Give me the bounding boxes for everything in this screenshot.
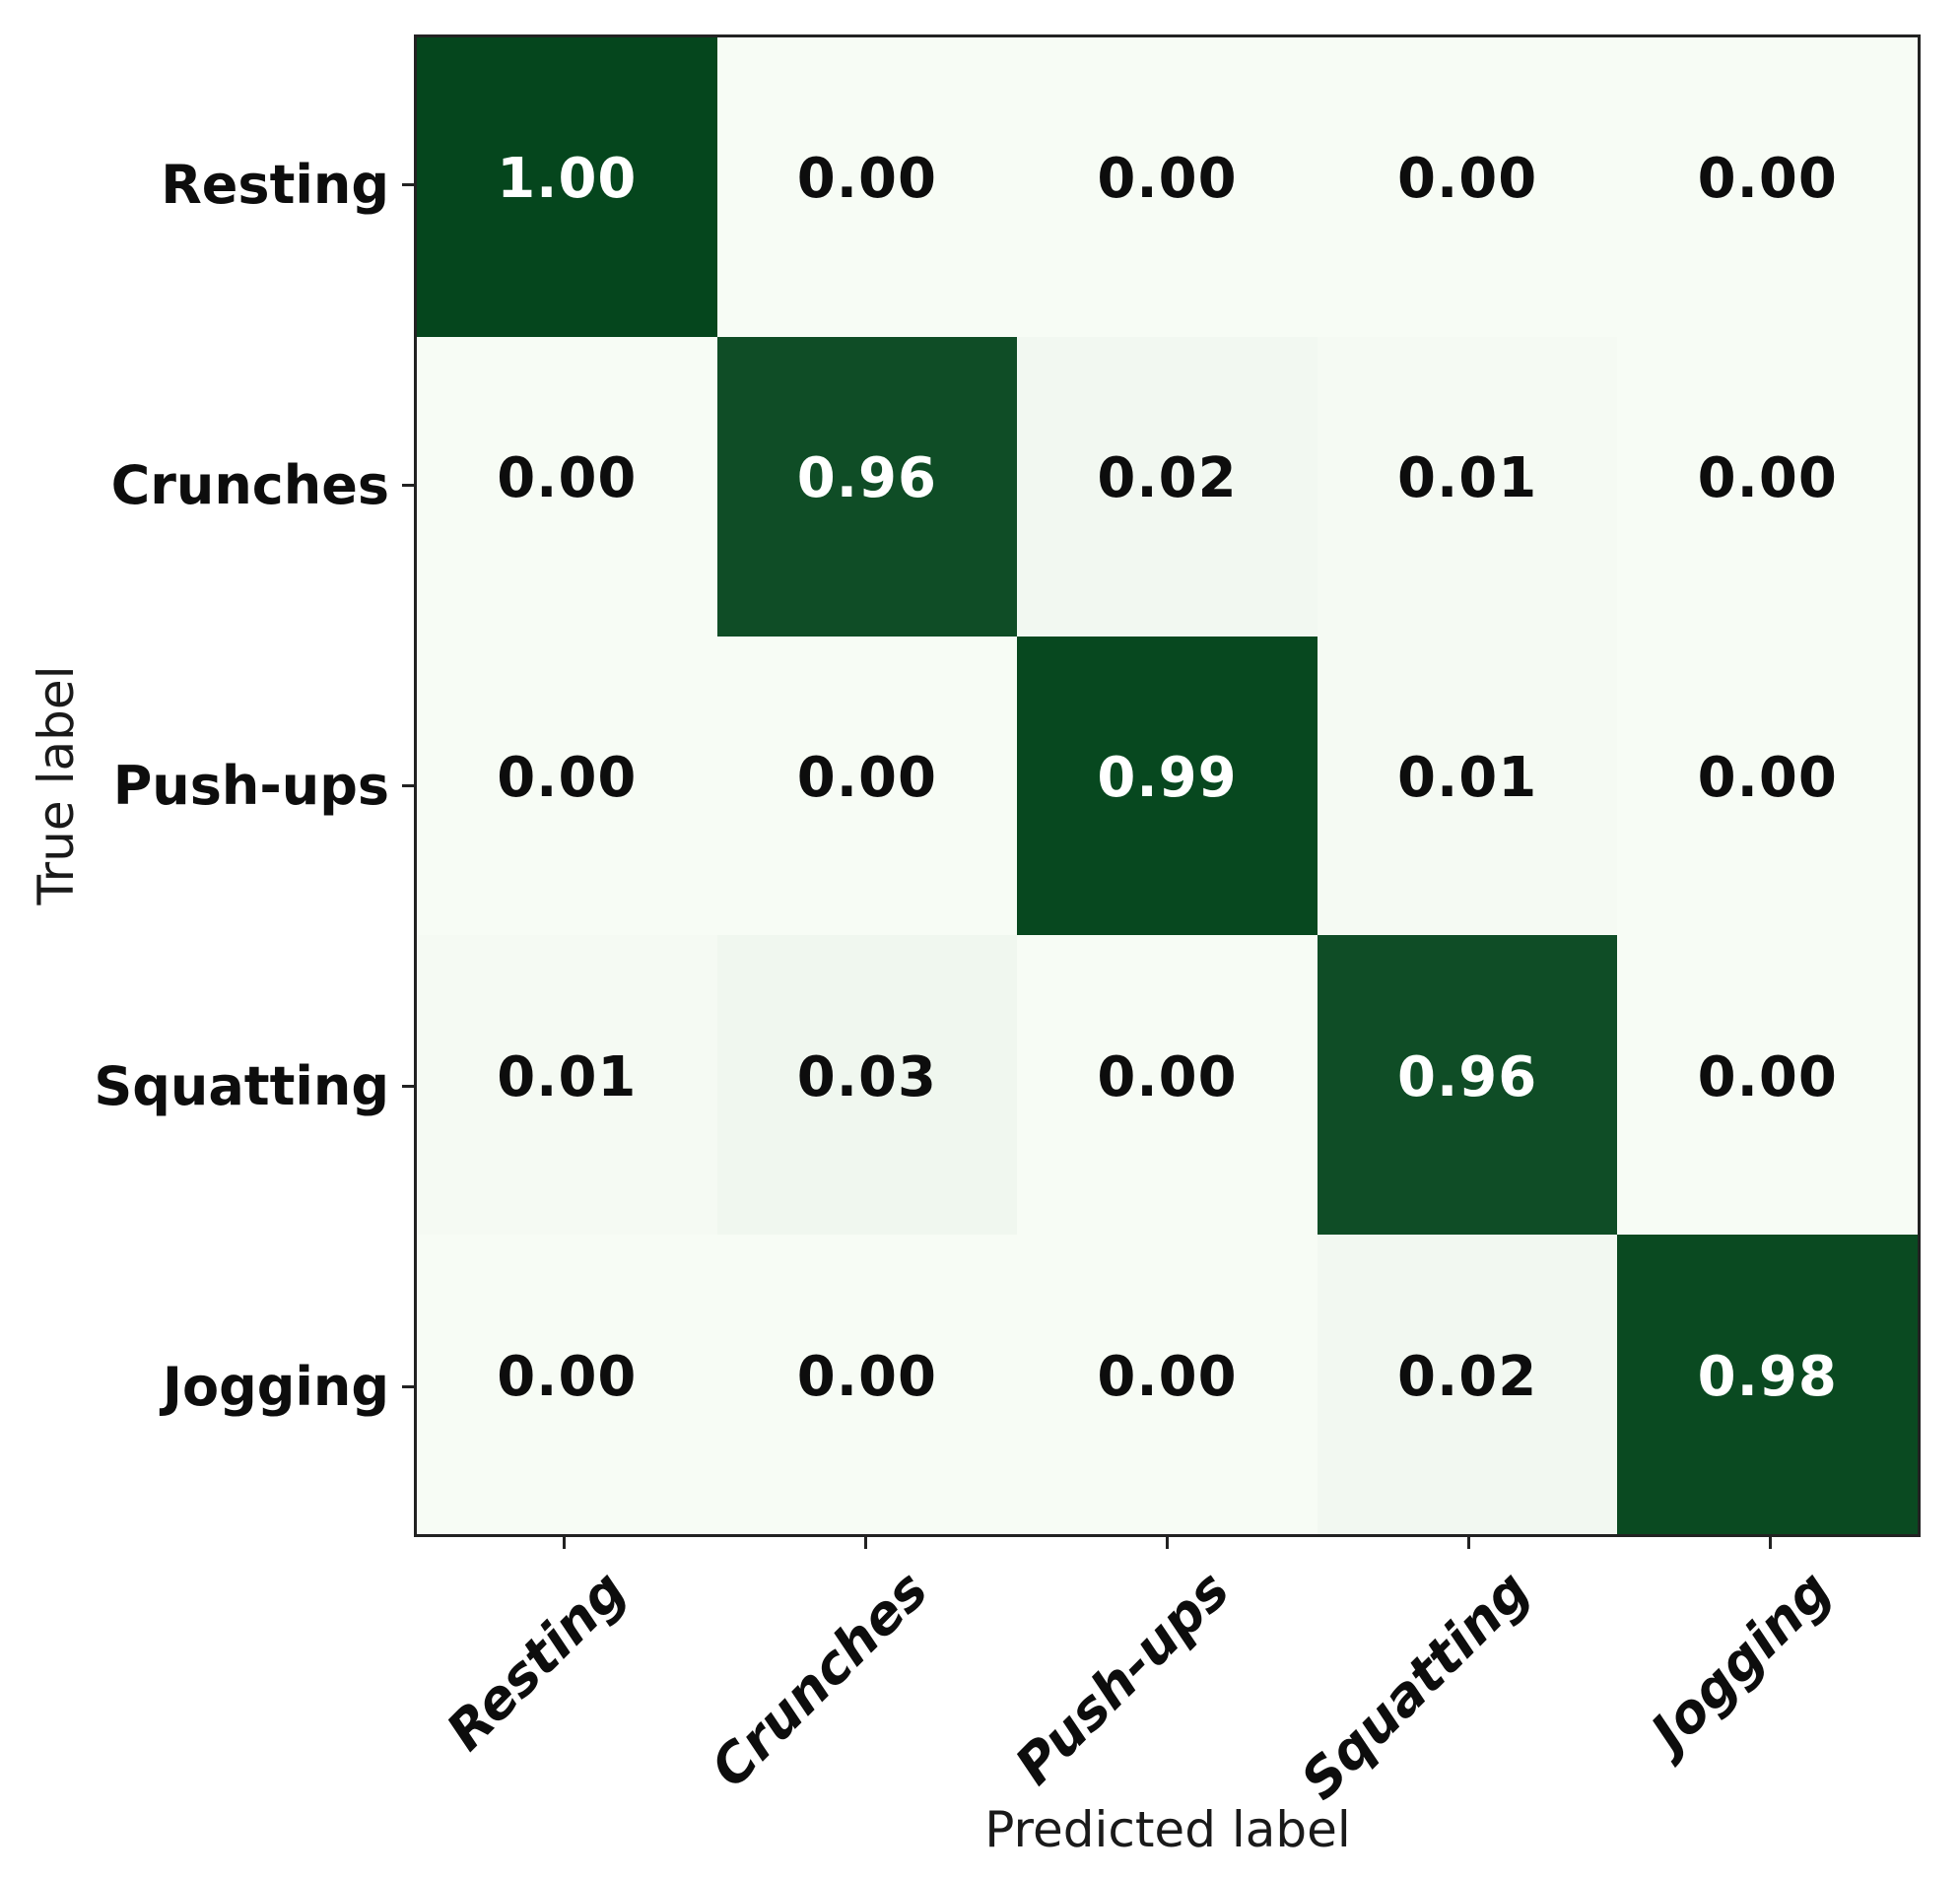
matrix-cell-Push-ups-Jogging: 0.00 [1617,637,1918,936]
cell-value: 0.00 [1698,147,1838,211]
matrix-cell-Push-ups-Resting: 0.00 [417,637,717,936]
x-tick-mark [563,1537,566,1549]
matrix-cell-Push-ups-Crunches: 0.00 [717,637,1018,936]
y-tick-mark [402,1385,414,1388]
cell-value: 0.00 [1097,1045,1237,1109]
matrix-cell-Squatting-Push-ups: 0.00 [1017,935,1318,1235]
y-tick-mark [402,484,414,487]
y-tick-mark [402,1085,414,1088]
x-axis-title: Predicted label [872,1795,1463,1864]
cell-value: 0.00 [497,446,637,510]
y-tick-label-Jogging: Jogging [0,1353,389,1422]
cell-value: 0.00 [1698,746,1838,810]
cell-value: 0.01 [1397,446,1537,510]
cell-value: 0.00 [1097,147,1237,211]
cell-value: 0.00 [1397,147,1537,211]
cell-value: 0.02 [1097,446,1237,510]
y-tick-label-Resting: Resting [0,151,389,220]
matrix-cell-Resting-Jogging: 0.00 [1617,37,1918,337]
matrix-cell-Jogging-Crunches: 0.00 [717,1235,1018,1534]
confusion-matrix-figure: True label 1.000.000.000.000.000.000.960… [0,0,1960,1878]
cell-value: 0.96 [1397,1045,1537,1109]
y-tick-mark [402,784,414,787]
cell-value: 0.96 [797,446,937,510]
x-tick-mark [864,1537,867,1549]
y-tick-label-Squatting: Squatting [0,1052,389,1121]
matrix-cell-Jogging-Jogging: 0.98 [1617,1235,1918,1534]
matrix-cell-Crunches-Push-ups: 0.02 [1017,337,1318,637]
y-tick-mark [402,183,414,186]
matrix-cell-Crunches-Crunches: 0.96 [717,337,1018,637]
matrix-cell-Squatting-Resting: 0.01 [417,935,717,1235]
matrix-cell-Push-ups-Push-ups: 0.99 [1017,637,1318,936]
cell-value: 0.00 [797,1345,937,1409]
x-tick-mark [1769,1537,1772,1549]
cell-value: 0.01 [497,1045,637,1109]
matrix-cell-Jogging-Squatting: 0.02 [1318,1235,1618,1534]
cell-value: 0.00 [497,1345,637,1409]
matrix-cell-Jogging-Push-ups: 0.00 [1017,1235,1318,1534]
x-tick-label-Resting: Resting [302,1559,639,1878]
cell-value: 0.01 [1397,746,1537,810]
y-tick-label-Crunches: Crunches [0,451,389,520]
matrix-cell-Squatting-Squatting: 0.96 [1318,935,1618,1235]
confusion-matrix-heatmap: 1.00 0.00 0.00 0.00 0.00 0.00 0.96 0.02 0.01 0.00… [414,34,1921,1537]
cell-value: 0.00 [1698,1045,1838,1109]
matrix-cell-Crunches-Jogging: 0.00 [1617,337,1918,637]
cell-value: 0.00 [797,746,937,810]
cell-value: 0.99 [1097,746,1237,810]
cell-value: 0.00 [497,746,637,810]
matrix-cell-Squatting-Jogging: 0.00 [1617,935,1918,1235]
cell-value: 0.00 [1698,446,1838,510]
cell-value: 0.98 [1698,1345,1838,1409]
matrix-cell-Crunches-Squatting: 0.01 [1318,337,1618,637]
matrix-cell-Resting-Crunches: 0.00 [717,37,1018,337]
matrix-cell-Crunches-Resting: 0.00 [417,337,717,637]
cell-value: 0.02 [1397,1345,1537,1409]
y-tick-label-Push-ups: Push-ups [0,752,389,821]
matrix-cell-Resting-Squatting: 0.00 [1318,37,1618,337]
cell-value: 1.00 [497,147,637,211]
cell-value: 0.00 [797,147,937,211]
matrix-cell-Resting-Push-ups: 0.00 [1017,37,1318,337]
x-tick-mark [1467,1537,1470,1549]
cell-value: 0.03 [797,1045,937,1109]
cell-value: 0.00 [1097,1345,1237,1409]
x-tick-mark [1166,1537,1169,1549]
x-tick-label-Jogging: Jogging [1507,1559,1844,1878]
matrix-cell-Resting-Resting: 1.00 [417,37,717,337]
matrix-cell-Jogging-Resting: 0.00 [417,1235,717,1534]
matrix-cell-Squatting-Crunches: 0.03 [717,935,1018,1235]
matrix-cell-Push-ups-Squatting: 0.01 [1318,637,1618,936]
